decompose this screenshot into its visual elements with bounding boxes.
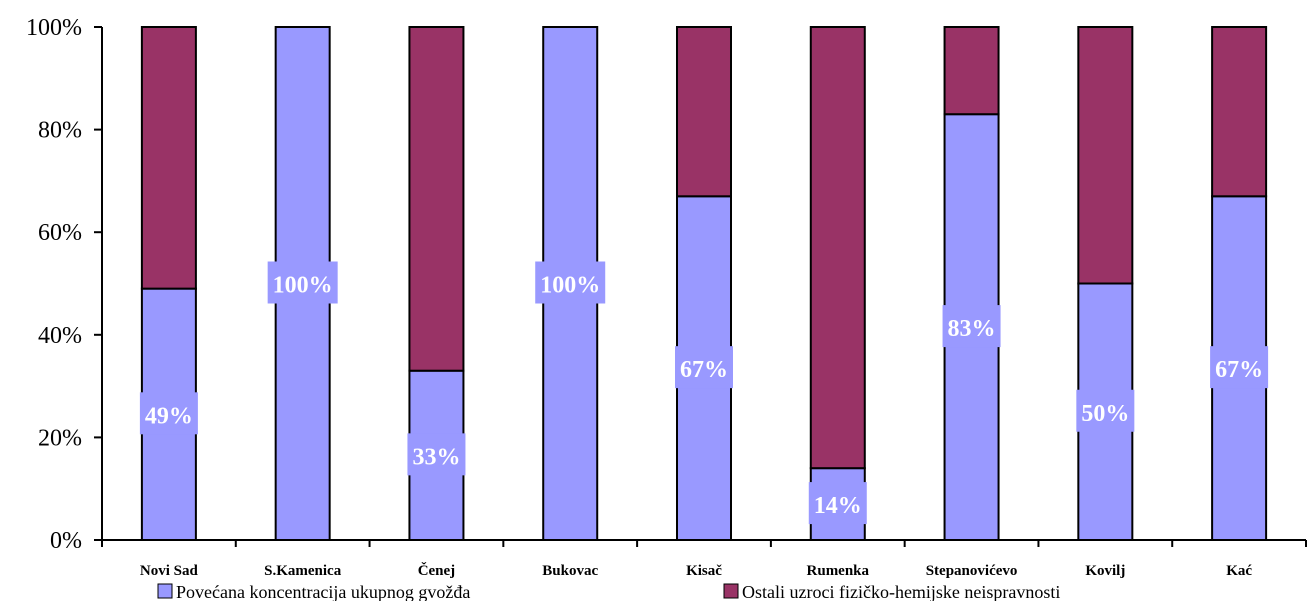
- y-tick-label-4: 60%: [38, 220, 82, 246]
- data-label-bg-6: [808, 482, 867, 525]
- data-label-8: 50%: [1081, 401, 1129, 427]
- bar-segment-2-7: [943, 26, 1000, 116]
- data-label-bg-3: [407, 433, 466, 476]
- data-label-7: 83%: [948, 316, 996, 342]
- x-tick-label-3: Čenej: [418, 562, 456, 579]
- data-label-5: 67%: [680, 357, 728, 383]
- data-label-bg-2: [267, 261, 338, 304]
- y-tick-label-2: 20%: [38, 425, 82, 451]
- y-tick-label-5: 80%: [38, 118, 82, 144]
- data-label-bg-1: [139, 392, 198, 435]
- legend: Povećana koncentracija ukupnog gvožđa Ost…: [157, 582, 1060, 601]
- x-tick-label-2: S.Kamenica: [264, 563, 342, 579]
- x-tick-label-9: Kać: [1226, 563, 1252, 579]
- data-label-9: 67%: [1215, 357, 1263, 383]
- data-label-bg-4: [535, 261, 606, 304]
- y-tick-label-6: 100%: [26, 15, 82, 41]
- x-tick-label-7: Stepanovićevo: [926, 563, 1018, 579]
- data-label-bg-8: [1076, 389, 1135, 432]
- bar-segment-2-5: [676, 26, 732, 198]
- data-label-bg-5: [675, 346, 733, 389]
- x-tick-label-1: Novi Sad: [140, 563, 199, 579]
- data-label-6: 14%: [814, 493, 862, 519]
- data-label-1: 49%: [145, 403, 193, 429]
- y-tick-label-1: 0%: [50, 528, 82, 554]
- data-labels-layer: 49% 100% 33% 100% 67% 14% 83% 50% 67%: [139, 261, 1269, 525]
- bar-segment-2-1: [140, 26, 197, 290]
- y-tick-label-3: 40%: [38, 323, 82, 349]
- data-label-3: 33%: [412, 444, 460, 470]
- bar-segment-2-8: [1077, 26, 1134, 285]
- x-tick-label-4: Bukovac: [542, 563, 598, 579]
- data-label-bg-9: [1210, 346, 1269, 389]
- legend-label-2: Ostali uzroci fizičko-hemijske neispravn…: [742, 582, 1060, 601]
- x-tick-label-8: Kovilj: [1085, 563, 1125, 579]
- x-tick-label-6: Rumenka: [807, 563, 870, 579]
- bar-segment-2-6: [809, 26, 866, 470]
- x-tick-label-5: Kisač: [686, 563, 722, 579]
- bar-segment-2-9: [1211, 26, 1268, 198]
- legend-label-1: Povećana koncentracija ukupnog gvožđa: [176, 582, 470, 601]
- legend-swatch-1: [157, 583, 173, 599]
- data-label-4: 100%: [540, 273, 600, 299]
- bar-segment-2-3: [408, 26, 465, 372]
- data-label-bg-7: [942, 305, 1001, 348]
- axes-layer: Novi Sad S.Kamenica Čenej Bukovac Kisač Rumen…: [26, 15, 1307, 579]
- legend-swatch-2: [723, 583, 739, 599]
- data-label-2: 100%: [273, 273, 333, 299]
